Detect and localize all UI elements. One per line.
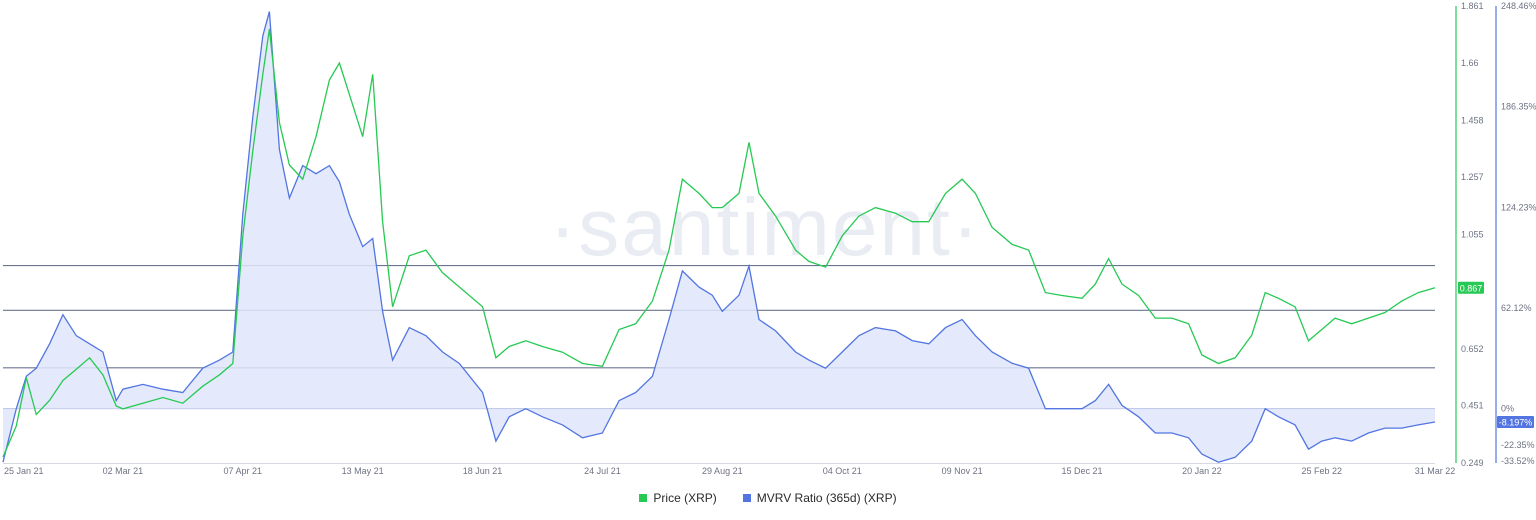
- x-tick-label: 04 Oct 21: [823, 466, 862, 476]
- mvrv-badge-bg: [1497, 415, 1534, 428]
- mvrv-area: [3, 11, 1435, 463]
- mvrv-tick-label: 62.12%: [1501, 303, 1532, 313]
- x-tick-label: 25 Jan 21: [4, 466, 44, 476]
- mvrv-tick-label: -33.52%: [1501, 456, 1535, 466]
- mvrv-tick-label: 0%: [1501, 404, 1514, 414]
- mvrv-swatch-icon: [742, 494, 751, 502]
- x-tick-label: 29 Aug 21: [702, 466, 743, 476]
- x-tick-label: 31 Mar 22: [1415, 466, 1456, 476]
- mvrv-tick-label: 186.35%: [1501, 102, 1536, 112]
- mvrv-tick-label: -22.35%: [1501, 440, 1535, 450]
- x-tick-label: 25 Feb 22: [1302, 466, 1343, 476]
- price-badge-bg: [1458, 281, 1484, 294]
- mvrv-tick-label: 124.23%: [1501, 202, 1536, 212]
- legend-price-label: Price (XRP): [653, 491, 717, 505]
- x-axis: 25 Jan 21 02 Mar 21 07 Apr 21 13 May 21 18 J…: [3, 463, 1456, 476]
- price-tick-label: 0.451: [1461, 401, 1484, 411]
- price-tick-label: 0.249: [1461, 458, 1484, 468]
- x-tick-label: 18 Jun 21: [463, 466, 503, 476]
- mvrv-area-group: [2, 11, 1436, 463]
- price-badge-text: 0.867: [1460, 283, 1483, 293]
- price-tick-label: 1.257: [1461, 172, 1484, 182]
- current-value-badges: 0.867 -8.197%: [1458, 281, 1534, 428]
- mvrv-axis: 248.46% 186.35% 124.23% 62.12% 0% -22.35% -33.…: [1495, 1, 1536, 466]
- watermark: ·santiment·: [549, 182, 981, 273]
- x-tick-label: 07 Apr 21: [224, 466, 263, 476]
- price-tick-label: 1.861: [1461, 1, 1484, 11]
- legend-item-mvrv[interactable]: MVRV Ratio (365d) (XRP): [742, 491, 897, 505]
- mvrv-series-line: [2, 11, 1436, 463]
- mvrv-badge-text: -8.197%: [1499, 417, 1533, 427]
- x-tick-label: 09 Nov 21: [942, 466, 983, 476]
- price-tick-label: 1.055: [1461, 230, 1484, 240]
- chart-svg: ·santiment· 25 Jan 21 02 Mar 21 07 Apr 21 1…: [2, 1, 1536, 476]
- price-tick-label: 1.66: [1461, 58, 1479, 68]
- x-tick-label: 13 May 21: [342, 466, 384, 476]
- price-tick-label: 0.652: [1461, 344, 1484, 354]
- x-tick-label: 24 Jul 21: [584, 466, 621, 476]
- price-series-line: [2, 28, 1436, 458]
- x-tick-label: 20 Jan 22: [1182, 466, 1222, 476]
- price-axis: 1.861 1.66 1.458 1.257 1.055 0.652 0.451 0.249: [1455, 1, 1484, 468]
- mvrv-tick-label: 248.46%: [1501, 1, 1536, 11]
- price-line-group: [2, 28, 1436, 458]
- x-tick-label: 15 Dec 21: [1061, 466, 1102, 476]
- price-swatch-icon: [639, 494, 648, 502]
- legend-item-price[interactable]: Price (XRP): [639, 491, 717, 505]
- legend-mvrv-label: MVRV Ratio (365d) (XRP): [756, 491, 897, 505]
- price-tick-label: 1.458: [1461, 115, 1484, 125]
- x-tick-label: 02 Mar 21: [103, 466, 144, 476]
- legend: Price (XRP) MVRV Ratio (365d) (XRP): [0, 491, 1536, 505]
